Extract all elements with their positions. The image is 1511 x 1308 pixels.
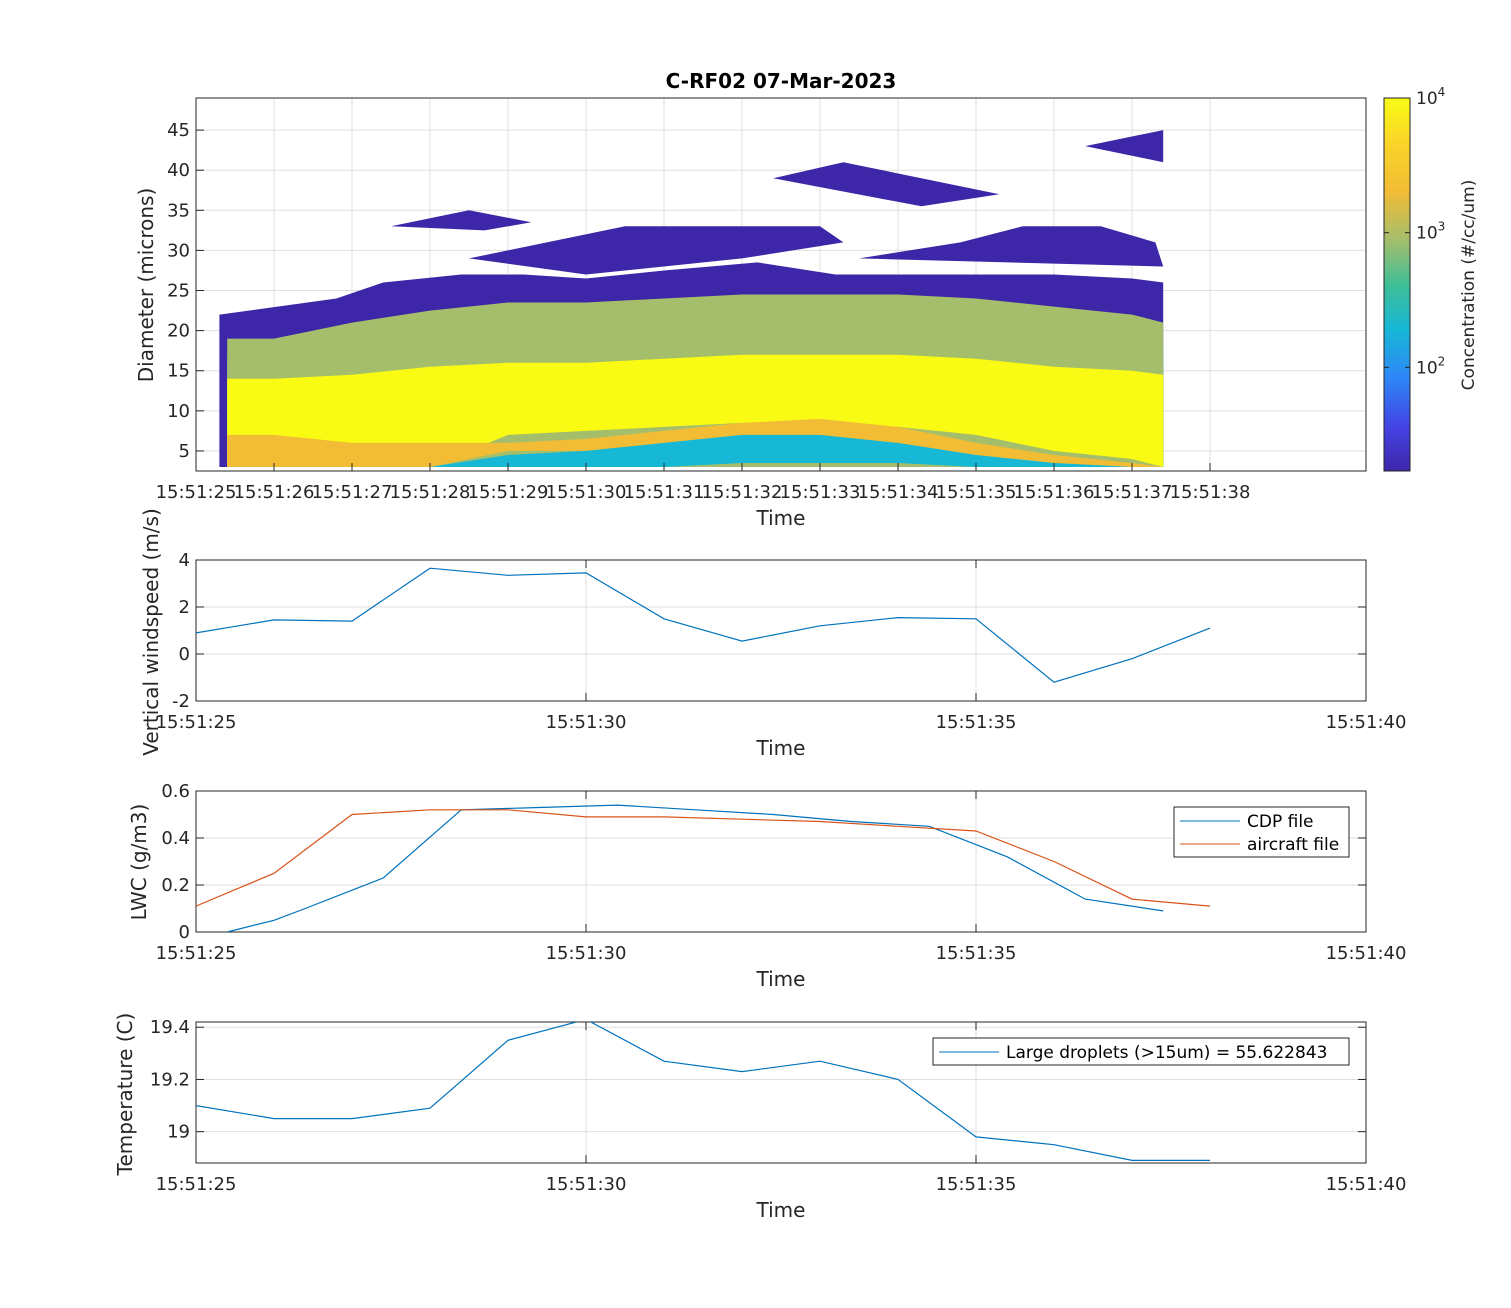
- heatmap-title: C-RF02 07-Mar-2023: [666, 69, 897, 93]
- x-tick-label: 15:51:40: [1326, 712, 1407, 733]
- heatmap-x-tick-label: 15:51:26: [234, 482, 315, 503]
- y-tick-label: 0.2: [161, 875, 190, 896]
- heatmap-y-tick-label: 45: [167, 120, 190, 141]
- lwc-x-ticks: 15:51:25 15:51:30 15:51:35 15:51:40: [156, 791, 1407, 964]
- heatmap-y-label: Diameter (microns): [134, 188, 158, 382]
- heatmap-x-tick-label: 15:51:28: [390, 482, 471, 503]
- heatmap-y-tick-label: 40: [167, 160, 190, 181]
- heatmap-x-tick-label: 15:51:30: [546, 482, 627, 503]
- temperature-lines: [196, 1022, 1210, 1162]
- windspeed-x-ticks: 15:51:25 15:51:30 15:51:35 15:51:40: [156, 560, 1407, 733]
- heatmap-contour-region: [1085, 130, 1164, 163]
- heatmap-x-tick-label: 15:51:36: [1014, 482, 1095, 503]
- colorbar-ticks: 102 103 104: [1384, 85, 1445, 378]
- temperature-y-label: Temperature (C): [113, 1013, 137, 1177]
- windspeed-grid: [196, 560, 1366, 701]
- y-tick-label: 0: [179, 644, 190, 665]
- heatmap-contour-region: [773, 162, 1000, 207]
- temperature-grid: [196, 1022, 1366, 1163]
- lwc-y-label: LWC (g/m3): [127, 804, 151, 921]
- lwc-lines: [196, 804, 1211, 932]
- y-tick-label: 0.6: [161, 781, 190, 802]
- heatmap-x-tick-label: 15:51:25: [156, 482, 237, 503]
- heatmap-contour-region: [859, 226, 1164, 267]
- x-tick-label: 15:51:30: [546, 943, 627, 964]
- diameter-heatmap-panel: 15:51:2515:51:2615:51:2715:51:2815:51:29…: [134, 69, 1367, 530]
- lwc-y-ticks: 0 0.2 0.4 0.6: [161, 781, 1366, 943]
- heatmap-y-ticks: 5 10 15 20 25 30 35 40 45: [167, 120, 204, 462]
- windspeed-y-ticks: -2 0 2 4: [172, 550, 1366, 712]
- heatmap-x-tick-label: 15:51:32: [702, 482, 783, 503]
- colorbar-tick-label: 104: [1416, 85, 1445, 109]
- heatmap-y-tick-label: 25: [167, 281, 190, 302]
- lwc-grid: [196, 791, 1366, 932]
- temperature-y-ticks: 19 19.2 19.4: [150, 1017, 1366, 1143]
- windspeed-x-label: Time: [756, 736, 806, 760]
- heatmap-contour-band: [227, 354, 1164, 467]
- y-tick-label: 19: [167, 1122, 190, 1143]
- temperature-x-ticks: 15:51:25 15:51:30 15:51:35 15:51:40: [156, 1022, 1407, 1195]
- y-tick-label: 19.4: [150, 1017, 190, 1038]
- colorbar-tick-label: 103: [1416, 220, 1445, 244]
- colorbar: 102 103 104 Concentration (#/cc/um): [1383, 85, 1479, 472]
- heatmap-x-tick-label: 15:51:34: [858, 482, 939, 503]
- legend-label-cdp: CDP file: [1247, 812, 1314, 832]
- heatmap-x-label: Time: [756, 506, 806, 530]
- heatmap-x-tick-label: 15:51:27: [312, 482, 393, 503]
- series-line: [196, 1022, 1210, 1162]
- x-tick-label: 15:51:35: [936, 712, 1017, 733]
- lwc-x-label: Time: [756, 967, 806, 991]
- y-tick-label: 4: [179, 550, 190, 571]
- y-tick-label: 0: [179, 922, 190, 943]
- heatmap-x-tick-label: 15:51:38: [1170, 482, 1251, 503]
- x-tick-label: 15:51:35: [936, 943, 1017, 964]
- lwc-legend: CDP file aircraft file: [1173, 806, 1350, 858]
- x-tick-label: 15:51:25: [156, 712, 237, 733]
- y-tick-label: -2: [172, 691, 190, 712]
- temperature-panel: 15:51:25 15:51:30 15:51:35 15:51:40 1919.21…: [113, 1013, 1406, 1222]
- heatmap-x-tick-label: 15:51:31: [624, 482, 705, 503]
- lwc-panel: 15:51:25 15:51:30 15:51:35 15:51:40 0 0.2 0.4…: [127, 781, 1406, 991]
- temperature-x-label: Time: [756, 1198, 806, 1222]
- colorbar-tick-label: 102: [1416, 354, 1445, 378]
- x-tick-label: 15:51:30: [546, 1174, 627, 1195]
- heatmap-contour-region: [391, 210, 532, 231]
- heatmap-x-tick-label: 15:51:29: [468, 482, 549, 503]
- x-tick-label: 15:51:30: [546, 712, 627, 733]
- legend-label-aircraft: aircraft file: [1247, 835, 1339, 855]
- y-tick-label: 0.4: [161, 828, 190, 849]
- heatmap-y-tick-label: 10: [167, 401, 190, 422]
- temperature-legend: Large droplets (>15um) = 55.622843: [932, 1037, 1350, 1066]
- x-tick-label: 15:51:35: [936, 1174, 1017, 1195]
- heatmap-contour-region: [469, 226, 844, 275]
- windspeed-lines: [196, 567, 1211, 683]
- x-tick-label: 15:51:40: [1326, 1174, 1407, 1195]
- heatmap-x-tick-label: 15:51:37: [1092, 482, 1173, 503]
- y-tick-label: 2: [179, 597, 190, 618]
- series-line: [196, 809, 1211, 907]
- series-line: [196, 567, 1211, 683]
- heatmap-contours: [219, 130, 1164, 467]
- x-tick-label: 15:51:25: [156, 1174, 237, 1195]
- y-tick-label: 19.2: [150, 1069, 190, 1090]
- heatmap-y-tick-label: 20: [167, 321, 190, 342]
- heatmap-y-tick-label: 15: [167, 361, 190, 382]
- x-tick-label: 15:51:40: [1326, 943, 1407, 964]
- heatmap-y-tick-label: 5: [179, 441, 190, 462]
- legend-label-large-droplets: Large droplets (>15um) = 55.622843: [1006, 1043, 1327, 1063]
- heatmap-y-tick-label: 35: [167, 200, 190, 221]
- series-line: [227, 804, 1164, 932]
- colorbar-label: Concentration (#/cc/um): [1459, 180, 1479, 391]
- heatmap-x-ticks: 15:51:2515:51:2615:51:2715:51:2815:51:29…: [156, 463, 1251, 503]
- windspeed-y-label: Vertical windspeed (m/s): [139, 508, 163, 756]
- heatmap-x-tick-label: 15:51:35: [936, 482, 1017, 503]
- x-tick-label: 15:51:25: [156, 943, 237, 964]
- heatmap-x-tick-label: 15:51:33: [780, 482, 861, 503]
- windspeed-panel: 15:51:25 15:51:30 15:51:35 15:51:40 -2 0 2 4 T…: [139, 508, 1406, 760]
- colorbar-gradient: [1383, 97, 1411, 472]
- heatmap-contour-band: [227, 434, 1164, 467]
- heatmap-y-tick-label: 30: [167, 240, 190, 261]
